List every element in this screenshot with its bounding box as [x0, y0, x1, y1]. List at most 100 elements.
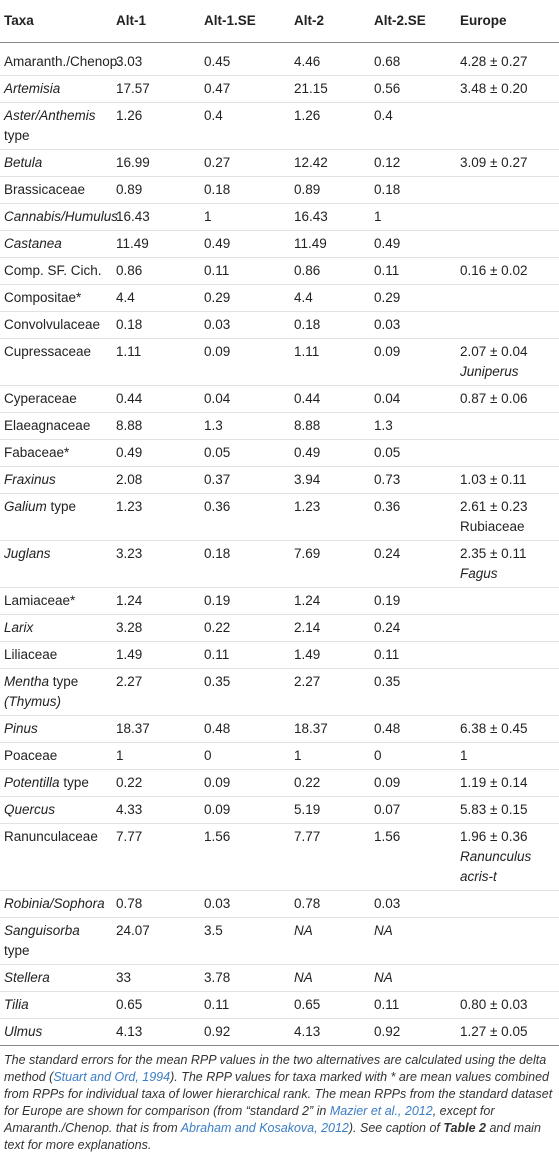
- cell-text: 2.61 ± 0.23: [460, 499, 528, 514]
- value-cell: 0.48: [200, 715, 290, 743]
- table-row: Cannabis/Humulus 16.43 1 16.43 1: [0, 203, 559, 231]
- value-cell: 0.18: [200, 176, 290, 204]
- cell-text: 0.19: [374, 593, 401, 608]
- cell-text: 0: [204, 748, 212, 763]
- value-cell: 1.27 ± 0.05: [456, 1018, 559, 1046]
- cell-text: Juniperus: [460, 364, 519, 379]
- cell-text: Elaeagnaceae: [4, 418, 91, 433]
- cell-text: 0.4: [374, 108, 393, 123]
- cell-text: Larix: [4, 620, 34, 635]
- value-cell: 0.04: [200, 385, 290, 413]
- value-cell: 0.03: [370, 311, 456, 339]
- cell-text: Ulmus: [4, 1024, 43, 1039]
- value-cell: 7.77: [112, 823, 200, 891]
- value-cell: 0.35: [200, 668, 290, 716]
- value-cell: [456, 230, 559, 258]
- value-cell: 1.19 ± 0.14: [456, 769, 559, 797]
- table-row: Fabaceae* 0.49 0.05 0.49 0.05: [0, 439, 559, 467]
- cell-text: 1.96 ± 0.36: [460, 829, 528, 844]
- taxon-cell: Lamiaceae*: [0, 587, 112, 615]
- cell-text: Fabaceae*: [4, 445, 70, 460]
- table-row: Robinia/Sophora 0.78 0.03 0.78 0.03: [0, 890, 559, 918]
- cell-text: 0.11: [204, 263, 230, 278]
- taxon-cell: Fabaceae*: [0, 439, 112, 467]
- cell-text: 7.77: [116, 829, 143, 844]
- cell-text: 1: [460, 748, 468, 763]
- value-cell: 7.69: [290, 540, 370, 588]
- value-cell: 0.11: [200, 257, 290, 285]
- value-cell: 0.05: [370, 439, 456, 467]
- cell-text: 1.56: [374, 829, 401, 844]
- cell-text: Castanea: [4, 236, 62, 251]
- value-cell: 0.49: [200, 230, 290, 258]
- taxon-cell: Potentilla type: [0, 769, 112, 797]
- value-cell: 0.11: [200, 991, 290, 1019]
- taxon-cell: Tilia: [0, 991, 112, 1019]
- cell-text: 1.11: [116, 344, 142, 359]
- value-cell: 0.18: [200, 540, 290, 588]
- cell-text: 2.08: [116, 472, 143, 487]
- cell-text: 0.44: [294, 391, 321, 406]
- cell-text: Betula: [4, 155, 43, 170]
- cell-text: 4.28 ± 0.27: [460, 54, 528, 69]
- value-cell: 0.19: [200, 587, 290, 615]
- cell-text: 0.22: [204, 620, 231, 635]
- taxon-cell: Galium type: [0, 493, 112, 541]
- value-cell: 0.49: [290, 439, 370, 467]
- value-cell: 5.19: [290, 796, 370, 824]
- cell-text: 0.09: [374, 344, 401, 359]
- value-cell: 0.03: [200, 890, 290, 918]
- cell-text: Amaranth./Chenop.: [4, 54, 122, 69]
- table-row: Compositae* 4.4 0.29 4.4 0.29: [0, 284, 559, 312]
- value-cell: 1.56: [370, 823, 456, 891]
- table-row: Amaranth./Chenop. 3.03 0.45 4.46 0.68 4.28 ± …: [0, 42, 559, 76]
- value-cell: NA: [370, 964, 456, 992]
- value-cell: 1: [456, 742, 559, 770]
- value-cell: 4.28 ± 0.27: [456, 42, 559, 76]
- value-cell: 1.03 ± 0.11: [456, 466, 559, 494]
- taxon-cell: Comp. SF. Cich.: [0, 257, 112, 285]
- caption-text: ). The RPP values for taxa marked with *…: [4, 1070, 553, 1118]
- cell-text: Sanguisorba: [4, 923, 80, 938]
- cell-text: 0.18: [374, 182, 401, 197]
- value-cell: 1.49: [290, 641, 370, 669]
- value-cell: [456, 311, 559, 339]
- cell-text: 0.09: [204, 775, 231, 790]
- value-cell: 0.16 ± 0.02: [456, 257, 559, 285]
- value-cell: 0.4: [370, 102, 456, 150]
- rpp-table: Taxa Alt-1 Alt-1.SE Alt-2 Alt-2.SE Europe Ama…: [0, 0, 559, 1046]
- value-cell: 0.78: [112, 890, 200, 918]
- value-cell: 1.24: [112, 587, 200, 615]
- cell-text: 4.46: [294, 54, 321, 69]
- value-cell: 0.29: [200, 284, 290, 312]
- taxon-cell: Compositae*: [0, 284, 112, 312]
- cell-text: 4.13: [116, 1024, 143, 1039]
- value-cell: NA: [370, 917, 456, 965]
- cell-text: 0.49: [294, 445, 321, 460]
- table-row: Brassicaceae 0.89 0.18 0.89 0.18: [0, 176, 559, 204]
- taxon-cell: Cupressaceae: [0, 338, 112, 386]
- value-cell: 0.73: [370, 466, 456, 494]
- cell-text: 0.45: [204, 54, 231, 69]
- cell-text: (Thymus): [4, 694, 61, 709]
- taxon-cell: Amaranth./Chenop.: [0, 42, 121, 76]
- cell-text: 8.88: [116, 418, 143, 433]
- cell-text: 1.11: [294, 344, 320, 359]
- cell-text: 0.37: [204, 472, 231, 487]
- value-cell: 1.96 ± 0.36 Ranunculus acris-t: [456, 823, 559, 891]
- cell-text: 0.04: [204, 391, 231, 406]
- cell-text: Cupressaceae: [4, 344, 92, 359]
- value-cell: 0.86: [290, 257, 370, 285]
- value-cell: NA: [290, 917, 370, 965]
- value-cell: 0.09: [370, 338, 456, 386]
- value-cell: 18.37: [290, 715, 370, 743]
- reference-link: Abraham and Kosakova, 2012: [180, 1121, 349, 1135]
- cell-text: Artemisia: [4, 81, 61, 96]
- cell-text: 0.35: [204, 674, 231, 689]
- taxon-cell: Cannabis/Humulus: [0, 203, 118, 231]
- cell-text: 16.99: [116, 155, 150, 170]
- value-cell: 0.22: [200, 614, 290, 642]
- cell-text: 0.48: [374, 721, 401, 736]
- value-cell: 21.15: [290, 75, 370, 103]
- cell-text: 3.78: [204, 970, 231, 985]
